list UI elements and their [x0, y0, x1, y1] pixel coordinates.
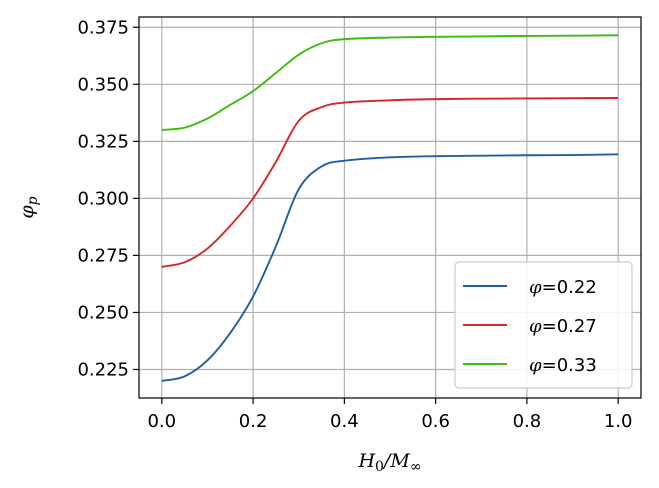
legend-label: φ=0.27 [529, 316, 597, 337]
y-tick-label: 0.325 [77, 131, 129, 152]
legend-label: φ=0.22 [529, 277, 597, 298]
y-axis: 0.225 0.250 0.275 0.300 0.325 0.350 0.375 [77, 17, 139, 380]
legend: φ=0.22 φ=0.27 φ=0.33 [454, 261, 633, 389]
y-tick-label: 0.250 [77, 302, 129, 323]
x-axis-label: H0/M∞ [357, 450, 421, 475]
x-tick-label: 1.0 [604, 411, 633, 432]
y-tick-label: 0.350 [77, 74, 129, 95]
x-tick-label: 0.8 [513, 411, 542, 432]
series-line [161, 97, 619, 268]
y-axis-label: φp [16, 196, 41, 218]
y-tick-label: 0.275 [77, 245, 129, 266]
x-tick-label: 0.6 [421, 411, 450, 432]
x-tick-label: 0.4 [330, 411, 359, 432]
legend-label: φ=0.33 [529, 355, 597, 376]
y-tick-label: 0.300 [77, 188, 129, 209]
series-line [161, 153, 619, 382]
x-axis: 0.0 0.2 0.4 0.6 0.8 1.0 [147, 398, 633, 432]
x-tick-label: 0.0 [147, 411, 176, 432]
x-tick-label: 0.2 [239, 411, 268, 432]
series-line [161, 34, 619, 131]
grid-lines [139, 17, 641, 398]
series-lines [161, 34, 619, 382]
y-tick-label: 0.225 [77, 359, 129, 380]
y-tick-label: 0.375 [77, 17, 129, 38]
legend-box [454, 261, 633, 389]
plot-area-frame [138, 16, 642, 399]
